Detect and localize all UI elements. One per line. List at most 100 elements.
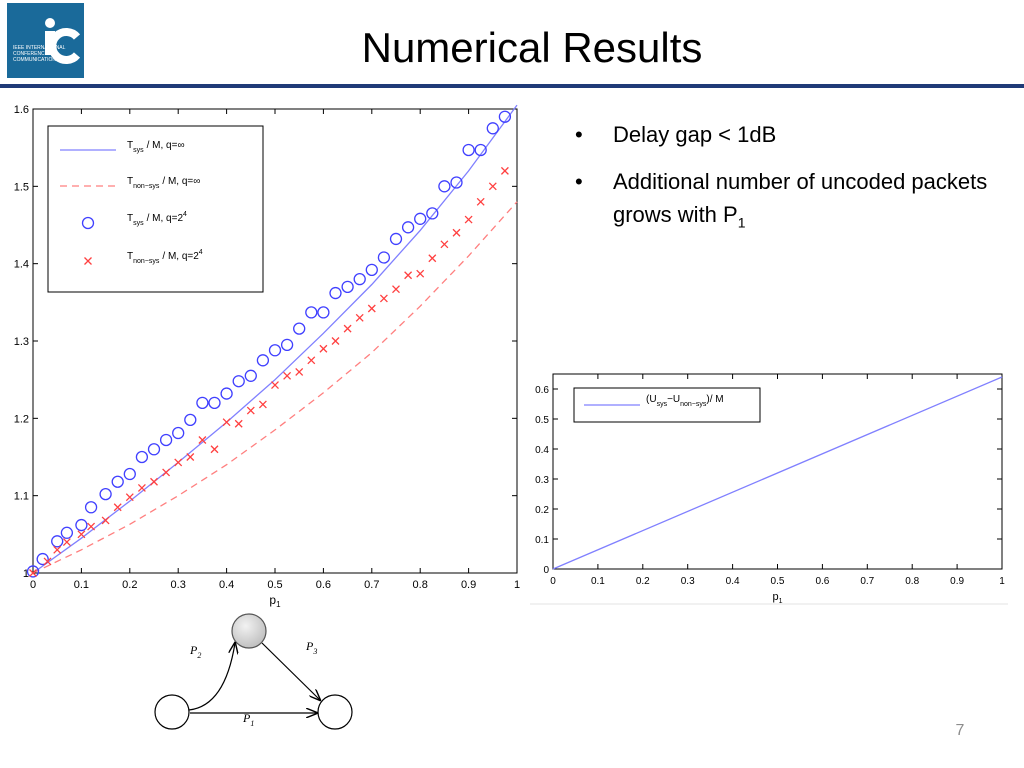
edge-label-p1: P1	[242, 711, 254, 728]
legend-entry-prefix: (U	[646, 394, 657, 405]
data-point-circle	[256, 354, 270, 367]
x-tick-label: 0.8	[413, 579, 428, 591]
data-point-cross	[488, 182, 497, 191]
x-tick-label: 0.5	[267, 579, 282, 591]
data-point-cross	[87, 522, 96, 531]
data-point-cross	[53, 545, 62, 554]
data-point-cross	[464, 215, 473, 224]
legend-entry-main: T	[127, 251, 133, 262]
x-tick-label: 0.4	[726, 576, 740, 587]
legend-entry-superscript: 4	[183, 211, 187, 218]
data-point-cross	[343, 324, 352, 333]
uncoded-packets-chart: 0 0.1 0.2 0.3 0.4 0.5 0.6 0.7 0.8 0.9 1 0 0.1 0.2 0.3 0…	[520, 368, 1015, 608]
data-point-circle	[135, 450, 149, 464]
data-point-circle	[438, 180, 451, 193]
destination-node	[317, 694, 353, 730]
x-axis-label-main: p	[269, 593, 276, 607]
bullet-list: • Delay gap < 1dB • Additional number of…	[575, 118, 1005, 253]
data-point-cross	[162, 468, 171, 477]
page-number: 7	[955, 722, 965, 739]
data-point-cross	[367, 304, 376, 313]
data-point-cross	[258, 400, 267, 409]
data-point-circle	[75, 518, 88, 532]
data-point-circle	[244, 369, 257, 382]
data-point-circle	[123, 467, 136, 481]
y-tick-label: 0	[543, 565, 549, 576]
x-tick-label: 1	[514, 579, 520, 591]
data-point-cross	[43, 557, 52, 566]
legend-entry-text: Tsys / M, q=∞	[127, 140, 185, 154]
data-point-cross	[137, 483, 146, 492]
relay-node	[231, 613, 267, 649]
bullet-item: • Additional number of uncoded packets g…	[575, 165, 1005, 239]
x-tick-label: 1	[999, 576, 1005, 587]
y-tick-label: 0.3	[535, 475, 549, 486]
data-point-cross	[500, 166, 509, 175]
bullet-text: Delay gap < 1dB	[613, 122, 777, 147]
delay-chart: 0 0.1 0.2 0.3 0.4 0.5 0.6 0.7 0.8 0.9 1 1 1.1 1.2 1.3 1…	[0, 95, 525, 615]
edge-label-p2: P2	[189, 643, 201, 660]
data-point-cross	[283, 371, 292, 380]
logo-text: IEEE INTERNATIONAL CONFERENCE ON COMMUNI…	[13, 45, 66, 63]
data-point-cross	[476, 197, 485, 206]
y-tick-label: 0.2	[535, 505, 549, 516]
data-point-circle	[147, 443, 161, 456]
x-axis-label-subscript: 1	[779, 598, 783, 605]
data-point-cross	[295, 367, 304, 376]
data-point-circle	[26, 565, 40, 578]
legend-entry-rest: / M, q=∞	[162, 176, 200, 187]
legend-swatch-circle	[81, 216, 95, 230]
y-tick-label: 0.6	[535, 385, 549, 396]
data-point-cross	[210, 445, 219, 454]
series-line	[552, 376, 1003, 570]
data-point-circle	[401, 221, 415, 234]
y-tick-label: 1.2	[14, 413, 29, 425]
x-tick-label: 0	[550, 576, 556, 587]
x-tick-label: 0.1	[74, 579, 89, 591]
legend-entry-main: T	[127, 140, 133, 151]
legend-entry-subscript: sys	[133, 220, 144, 227]
data-point-circle	[317, 306, 330, 319]
x-axis-label: p1	[269, 593, 281, 609]
x-tick-label: 0.1	[591, 576, 605, 587]
x-tick-label: 0.9	[461, 579, 476, 591]
data-point-cross	[404, 271, 413, 280]
data-point-circle	[111, 475, 124, 488]
data-point-circle	[486, 122, 499, 135]
x-tick-label: 0	[30, 579, 36, 591]
legend-entry-rest: )/ M	[706, 394, 723, 405]
bullet-subscript: 1	[737, 214, 746, 231]
legend-entry-subscript: non−sys	[133, 183, 160, 190]
data-point-circle	[341, 280, 354, 294]
data-point-cross	[29, 569, 37, 577]
bullet-dot-icon: •	[575, 122, 583, 147]
x-tick-label: 0.4	[219, 579, 234, 591]
legend-box	[47, 125, 264, 293]
x-tick-label: 0.7	[364, 579, 379, 591]
y-tick-label: 1.1	[14, 491, 29, 503]
data-point-circle	[498, 110, 512, 123]
x-tick-label: 0.2	[122, 579, 137, 591]
legend-entry-main: T	[127, 176, 133, 187]
y-tick-label: 1	[23, 568, 29, 580]
data-point-circle	[172, 426, 185, 440]
network-graph: P2 P3 P1	[150, 610, 360, 735]
data-point-circle	[51, 535, 64, 548]
y-tick-label: 1.4	[14, 259, 29, 271]
x-tick-label: 0.9	[950, 576, 964, 587]
data-point-circle	[268, 344, 282, 357]
legend-entry-superscript: 4	[199, 249, 203, 256]
x-tick-label: 0.3	[681, 576, 695, 587]
bullet-dot-icon: •	[575, 169, 583, 194]
x-tick-label: 0.5	[771, 576, 785, 587]
data-point-cross	[246, 406, 255, 415]
legend-entry-text: (Usys−Unon−sys)/ M	[646, 394, 724, 408]
edge-label-p3: P3	[305, 639, 317, 656]
data-point-circle	[220, 387, 233, 400]
data-point-circle	[389, 232, 403, 246]
data-point-circle	[232, 375, 245, 388]
data-point-circle	[462, 143, 475, 157]
edge-p2	[188, 643, 235, 711]
x-axis-label-subscript: 1	[276, 600, 281, 609]
legend-entry-subscript: non−sys	[133, 258, 160, 265]
